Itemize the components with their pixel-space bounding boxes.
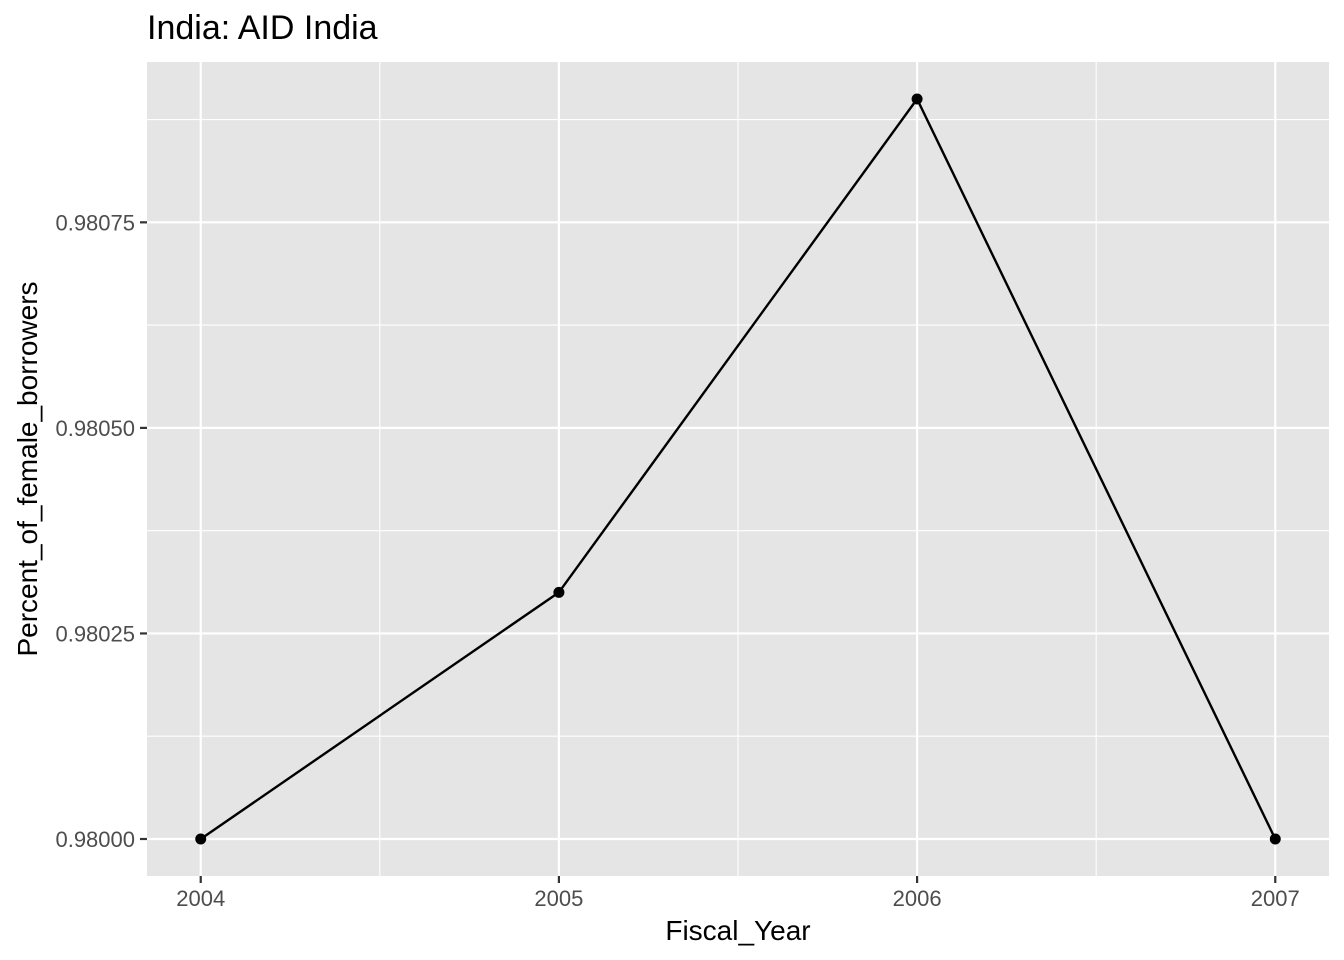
y-tick-label: 0.98000 — [55, 827, 135, 852]
x-tick-label: 2006 — [893, 886, 942, 911]
series-line-group — [200, 97, 1277, 840]
major-x-gridlines — [199, 62, 1277, 876]
y-axis-ticks: 0.98000 0.98025 0.98050 0.98075 — [55, 210, 147, 852]
data-point — [911, 93, 923, 105]
y-tick-label: 0.98025 — [55, 621, 135, 646]
y-tick-label: 0.98075 — [55, 210, 135, 235]
y-tick-label: 0.98050 — [55, 416, 135, 441]
x-tick-label: 2007 — [1251, 886, 1300, 911]
data-point — [1269, 833, 1281, 845]
x-tick-label: 2004 — [176, 886, 225, 911]
major-y-gridlines — [147, 221, 1329, 841]
data-point — [553, 586, 565, 598]
chart-title: India: AID India — [147, 9, 378, 47]
series-points-group — [195, 93, 1281, 845]
data-point — [195, 833, 207, 845]
y-axis-label: Percent_of_female_borrowers — [12, 281, 43, 656]
x-tick-label: 2005 — [534, 886, 583, 911]
series-line — [200, 97, 1277, 840]
x-axis-label: Fiscal_Year — [665, 915, 810, 946]
x-axis-ticks: 2004 2005 2006 2007 — [176, 876, 1300, 911]
